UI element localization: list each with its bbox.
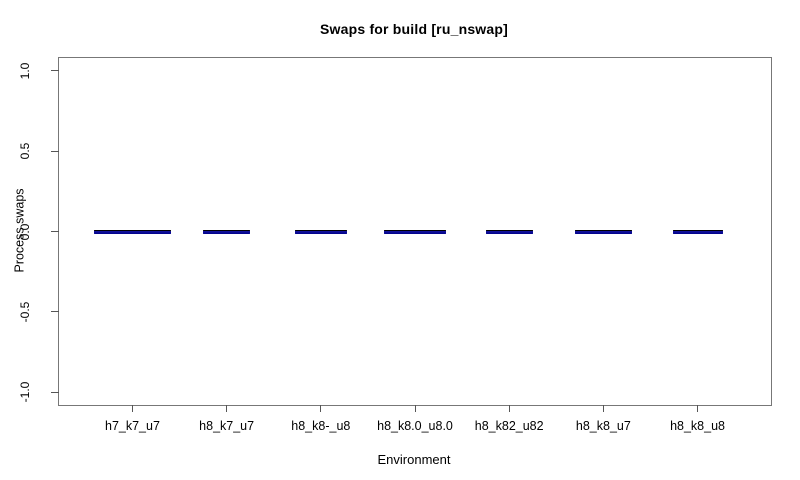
box-median-segment [485, 229, 533, 234]
y-axis-tick [51, 391, 59, 393]
box-median-segment [93, 229, 171, 234]
x-axis-tick [508, 405, 510, 412]
x-tick-label: h8_k7_u7 [199, 419, 255, 433]
box-median-segment [203, 229, 251, 234]
x-axis-title: Environment [377, 452, 451, 467]
y-axis-tick [51, 231, 59, 232]
chart-title: Swaps for build [ru_nswap] [320, 21, 508, 37]
y-tick-label: 1.0 [18, 62, 32, 80]
x-axis-tick [131, 405, 133, 412]
x-tick-label: h8_k8-_u8 [291, 419, 351, 433]
x-axis-tick [226, 405, 228, 412]
x-tick-label: h8_k8_u7 [575, 419, 631, 433]
box-median-segment [294, 229, 347, 234]
y-axis-title: Process swaps [12, 188, 27, 273]
x-axis-tick [602, 405, 604, 412]
x-tick-label: h7_k7_u7 [104, 419, 160, 433]
x-tick-label: h8_k8_u8 [670, 419, 725, 433]
y-axis-tick [51, 150, 59, 152]
x-tick-label: h8_k82_u82 [474, 419, 544, 433]
box-median-segment [384, 229, 446, 234]
box-median-segment [574, 229, 632, 234]
x-axis-tick [697, 405, 699, 412]
y-axis-tick [51, 70, 59, 72]
x-tick-label: h8_k8.0_u8.0 [377, 419, 453, 433]
x-axis-tick [414, 405, 416, 412]
plot-area: -1.0 -0.5 0.0 0.5 1.0 h7_k7_u7 h8_k7_u7 h8_k8-_… [18, 57, 772, 433]
y-tick-label: -1.0 [18, 381, 32, 403]
x-axis-tick [320, 405, 322, 412]
box-median-segment [672, 229, 723, 234]
y-axis-tick [51, 311, 59, 313]
